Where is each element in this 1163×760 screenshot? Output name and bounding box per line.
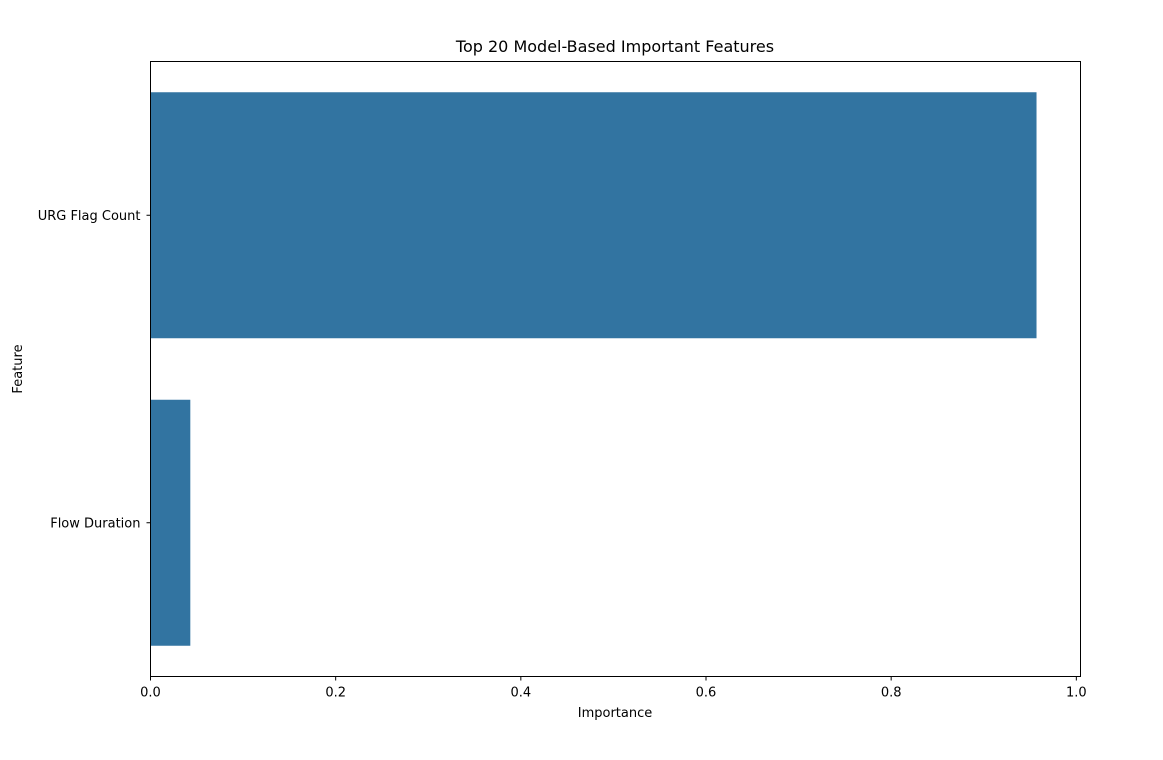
bar-urg-flag-count xyxy=(150,92,1037,339)
x-tick-label: 0.4 xyxy=(510,686,531,701)
chart-title: Top 20 Model-Based Important Features xyxy=(455,37,774,56)
x-tick-label: 0.8 xyxy=(881,686,902,701)
plot-frame xyxy=(150,61,1081,677)
x-axis-ticks: 0.0 0.2 0.4 0.6 0.8 1.0 xyxy=(140,676,1087,701)
y-tick-label: Flow Duration xyxy=(50,516,140,531)
x-tick-label: 0.2 xyxy=(325,686,346,701)
y-axis-ticks: URG Flag Count Flow Duration xyxy=(38,209,151,531)
x-tick-label: 0.6 xyxy=(696,686,717,701)
y-axis-label: Feature xyxy=(11,344,26,393)
bar-flow-duration xyxy=(150,399,191,646)
bars-group xyxy=(150,92,1037,646)
x-tick-label: 1.0 xyxy=(1066,686,1087,701)
x-tick-label: 0.0 xyxy=(140,686,161,701)
y-tick-label: URG Flag Count xyxy=(38,209,141,224)
x-axis-label: Importance xyxy=(578,706,653,721)
